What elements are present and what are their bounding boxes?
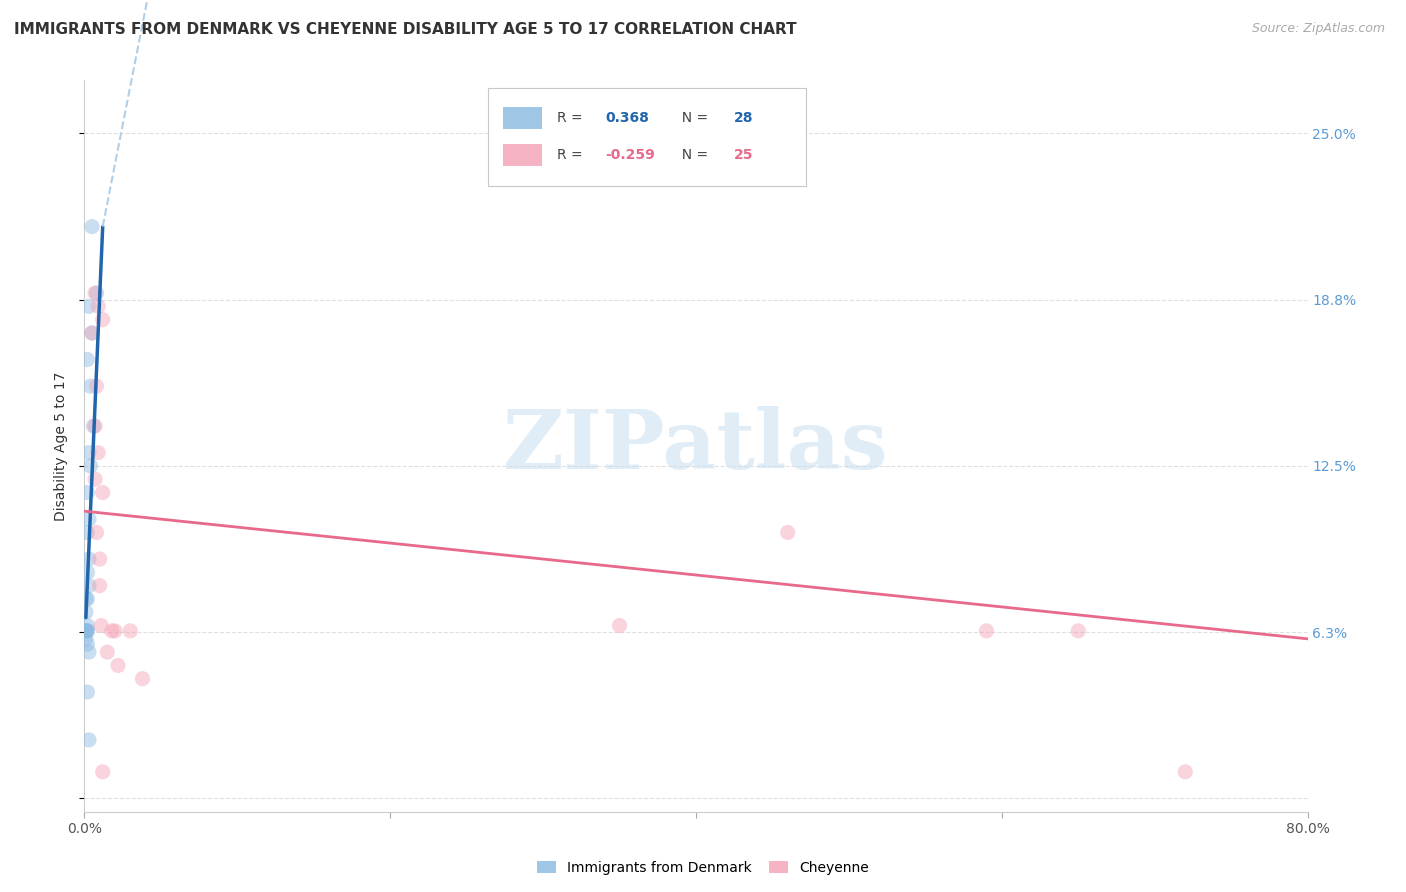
Point (131, 672, 153, 686)
Point (89, 579, 111, 593)
Point (86, 286, 108, 301)
Point (101, 624, 124, 638)
Point (976, 624, 998, 638)
Point (76, 637, 98, 651)
Point (86, 379, 108, 393)
Point (76, 591, 98, 606)
Text: -0.259: -0.259 (606, 148, 655, 161)
Point (91, 485, 114, 500)
Point (77, 512, 100, 526)
Point (1067, 624, 1090, 638)
Text: R =: R = (557, 148, 586, 161)
Point (86, 525, 108, 540)
Point (79, 379, 101, 393)
Point (609, 618, 631, 632)
Point (120, 624, 142, 638)
Point (77, 579, 100, 593)
Point (76, 566, 98, 580)
Bar (503, 144, 541, 166)
Point (91, 312, 114, 326)
Point (75, 605, 97, 619)
Text: 0.368: 0.368 (606, 112, 650, 125)
Point (75, 632, 97, 646)
Text: 28: 28 (734, 112, 754, 125)
Point (84, 286, 107, 301)
Point (84, 472, 107, 486)
Point (96, 645, 118, 659)
Point (77, 445, 100, 459)
Point (87, 445, 110, 459)
Point (776, 525, 799, 540)
Point (75, 591, 97, 606)
Bar (503, 107, 541, 129)
Point (83, 419, 105, 434)
Text: IMMIGRANTS FROM DENMARK VS CHEYENNE DISABILITY AGE 5 TO 17 CORRELATION CHART: IMMIGRANTS FROM DENMARK VS CHEYENNE DISA… (14, 22, 797, 37)
Point (80, 326, 103, 340)
Point (80, 219, 103, 234)
Point (1174, 764, 1197, 779)
Point (76, 618, 98, 632)
Point (77, 552, 100, 566)
Text: N =: N = (672, 112, 713, 125)
Point (76, 685, 98, 699)
Point (84, 419, 107, 434)
Point (76, 485, 98, 500)
Point (75, 624, 97, 638)
Point (76, 624, 98, 638)
Y-axis label: Disability Age 5 to 17: Disability Age 5 to 17 (55, 371, 69, 521)
Text: R =: R = (557, 112, 586, 125)
Point (75, 624, 97, 638)
FancyBboxPatch shape (488, 87, 806, 186)
Point (80, 326, 103, 340)
Text: ZIPatlas: ZIPatlas (503, 406, 889, 486)
Point (87, 299, 110, 313)
Point (76, 624, 98, 638)
Text: Source: ZipAtlas.com: Source: ZipAtlas.com (1251, 22, 1385, 36)
Point (91, 764, 114, 779)
Point (76, 352, 98, 367)
Point (79, 458, 101, 473)
Point (76, 525, 98, 540)
Point (107, 658, 129, 673)
Point (77, 732, 100, 747)
Point (77, 645, 100, 659)
Text: 25: 25 (734, 148, 754, 161)
Legend: Immigrants from Denmark, Cheyenne: Immigrants from Denmark, Cheyenne (531, 855, 875, 880)
Point (77, 299, 100, 313)
Text: N =: N = (672, 148, 713, 161)
Point (89, 552, 111, 566)
Point (90, 618, 112, 632)
Point (104, 624, 127, 638)
